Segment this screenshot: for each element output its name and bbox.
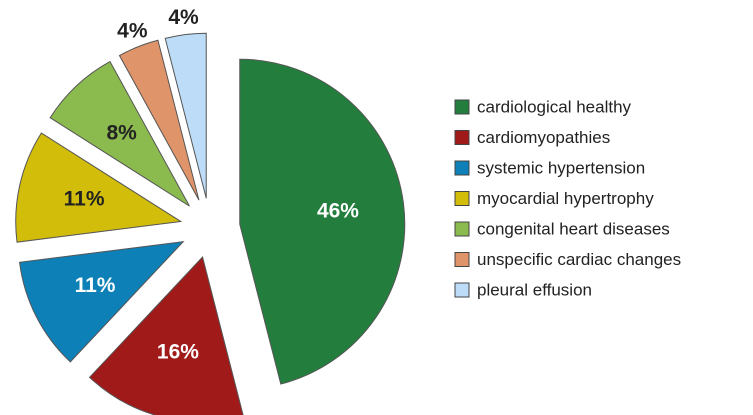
pie-slice xyxy=(49,60,190,207)
legend-swatch xyxy=(454,160,470,176)
legend-label: congenital heart diseases xyxy=(477,219,670,238)
pie-slice xyxy=(19,240,185,363)
pie-slice xyxy=(88,256,244,415)
legend-swatch xyxy=(454,282,470,298)
legend-label: myocardial hypertrophy xyxy=(477,189,654,208)
slice-label: 11% xyxy=(64,187,105,210)
legend-swatch xyxy=(454,252,470,267)
legend-label: cardiomyopathies xyxy=(477,128,610,147)
slice-label: 16% xyxy=(157,340,199,363)
legend-swatch xyxy=(454,191,470,206)
slice-label: 8% xyxy=(107,122,138,145)
slice-label: 4% xyxy=(168,6,199,29)
legend-swatch xyxy=(454,221,470,237)
legend-swatch xyxy=(454,130,470,145)
legend-label: cardiological healthy xyxy=(477,97,632,116)
legend-label: systemic hypertension xyxy=(477,158,645,177)
pie-slice xyxy=(239,58,406,385)
legend-swatch xyxy=(454,99,470,115)
slice-label: 46% xyxy=(317,199,359,222)
slice-label: 4% xyxy=(117,19,148,42)
slice-label: 11% xyxy=(75,274,116,297)
legend-label: pleural effusion xyxy=(477,280,592,299)
pie-slice xyxy=(164,32,207,199)
pie-slice xyxy=(15,132,183,243)
legend-label: unspecific cardiac changes xyxy=(477,250,681,269)
pie-slice xyxy=(118,39,200,201)
